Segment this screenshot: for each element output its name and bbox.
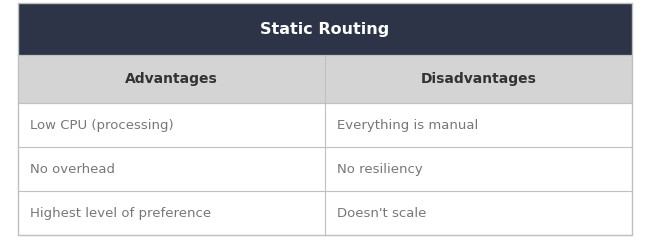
Text: Static Routing: Static Routing bbox=[261, 21, 389, 37]
Bar bbox=[18, 3, 632, 55]
Text: Doesn't scale: Doesn't scale bbox=[337, 206, 426, 220]
Text: Disadvantages: Disadvantages bbox=[421, 72, 536, 86]
Bar bbox=[18, 191, 632, 235]
Text: Highest level of preference: Highest level of preference bbox=[30, 206, 211, 220]
Bar bbox=[18, 147, 632, 191]
Text: No resiliency: No resiliency bbox=[337, 163, 422, 176]
Bar bbox=[18, 103, 632, 147]
Text: Low CPU (processing): Low CPU (processing) bbox=[30, 119, 174, 131]
Text: No overhead: No overhead bbox=[30, 163, 115, 176]
Bar bbox=[18, 55, 632, 103]
Text: Advantages: Advantages bbox=[125, 72, 218, 86]
Text: Everything is manual: Everything is manual bbox=[337, 119, 478, 131]
